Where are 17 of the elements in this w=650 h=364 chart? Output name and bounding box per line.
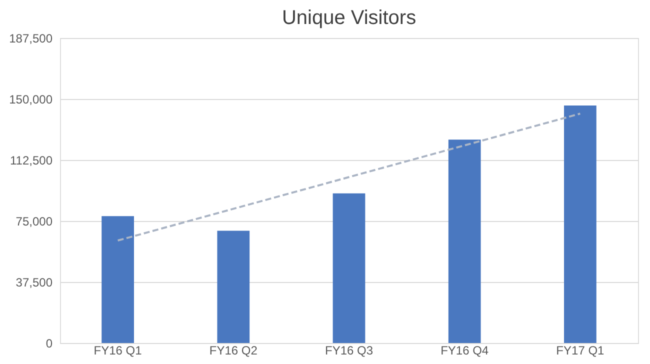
bar xyxy=(332,193,366,343)
chart-title: Unique Visitors xyxy=(282,7,416,29)
x-tick-label: FY16 Q4 xyxy=(440,344,489,358)
y-tick-label: 150,000 xyxy=(9,92,53,106)
bar xyxy=(217,230,250,343)
x-tick-label: FY16 Q1 xyxy=(94,344,142,358)
bar xyxy=(448,140,481,343)
bar xyxy=(564,106,596,343)
y-tick-label: 75,000 xyxy=(16,214,53,228)
y-tick-label: 112,500 xyxy=(10,154,53,168)
x-tick-label: FY17 Q1 xyxy=(556,344,605,358)
bar xyxy=(102,216,134,343)
y-tick-label: 187,500 xyxy=(9,32,53,46)
x-tick-label: FY16 Q2 xyxy=(209,344,258,358)
y-tick-label: 37,500 xyxy=(16,276,53,290)
y-tick-label: 0 xyxy=(46,336,53,350)
x-tick-label: FY16 Q3 xyxy=(324,344,374,358)
